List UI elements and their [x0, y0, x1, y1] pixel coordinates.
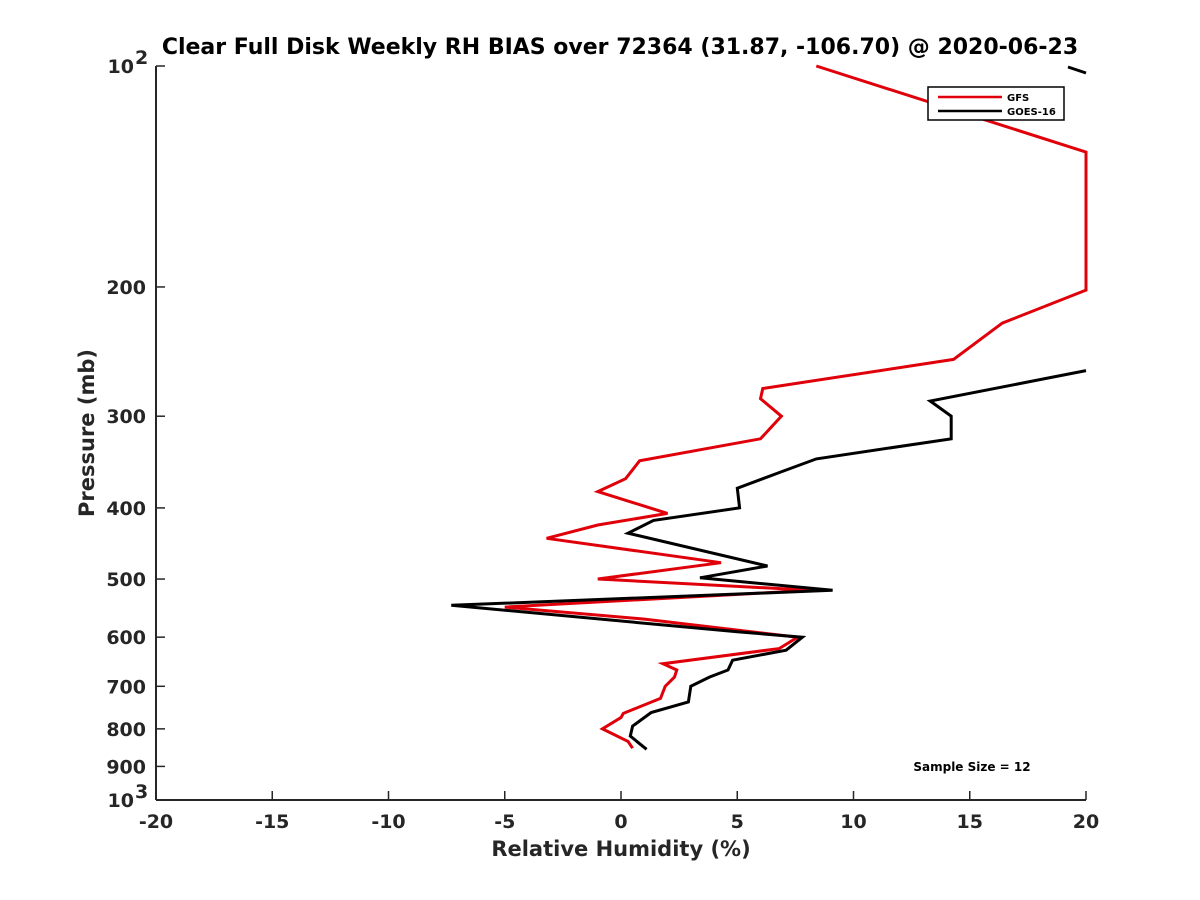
x-tick-label: 20 [1073, 811, 1099, 833]
y-axis-label: Pressure (mb) [75, 349, 99, 517]
series-line-goes-16 [451, 369, 1087, 751]
y-tick-label: 10 [108, 56, 134, 78]
y-tick-exponent: 3 [135, 781, 148, 803]
x-tick-label: 0 [614, 811, 627, 833]
x-tick-label: -15 [255, 811, 289, 833]
y-tick-exponent: 2 [135, 47, 148, 69]
chart-title: Clear Full Disk Weekly RH BIAS over 7236… [162, 35, 1078, 60]
y-tick-label: 600 [106, 627, 146, 649]
x-tick-label: -20 [139, 811, 173, 833]
series-line-goes-16-top [1067, 65, 1087, 75]
y-tick-label: 200 [106, 277, 146, 299]
series-line-gfs [504, 64, 1088, 750]
x-tick-label: 5 [731, 811, 744, 833]
legend-box [927, 86, 1065, 121]
y-tick-label: 900 [106, 756, 146, 778]
plot-area: -20 -15 -10 -5 0 5 10 15 20 10 220030040050060070… [106, 47, 1099, 833]
y-tick-label: 700 [106, 676, 146, 698]
legend-label-gfs: GFS [1007, 93, 1029, 104]
x-tick-label: 15 [957, 811, 983, 833]
sample-size-annotation: Sample Size = 12 [913, 760, 1030, 774]
legend: GFS GOES-16 [927, 86, 1065, 121]
x-ticks: -20 -15 -10 -5 0 5 10 15 20 [139, 791, 1099, 833]
x-tick-label: 10 [840, 811, 866, 833]
y-tick-label: 800 [106, 719, 146, 741]
y-tick-label: 400 [106, 498, 146, 520]
legend-label-goes16: GOES-16 [1007, 107, 1056, 118]
y-tick-label: 300 [106, 406, 146, 428]
y-tick-label: 10 [108, 790, 134, 812]
x-tick-label: -5 [494, 811, 515, 833]
x-tick-label: -10 [371, 811, 405, 833]
series-lines [451, 64, 1088, 751]
y-tick-label: 500 [106, 569, 146, 591]
x-axis-label: Relative Humidity (%) [491, 837, 750, 861]
